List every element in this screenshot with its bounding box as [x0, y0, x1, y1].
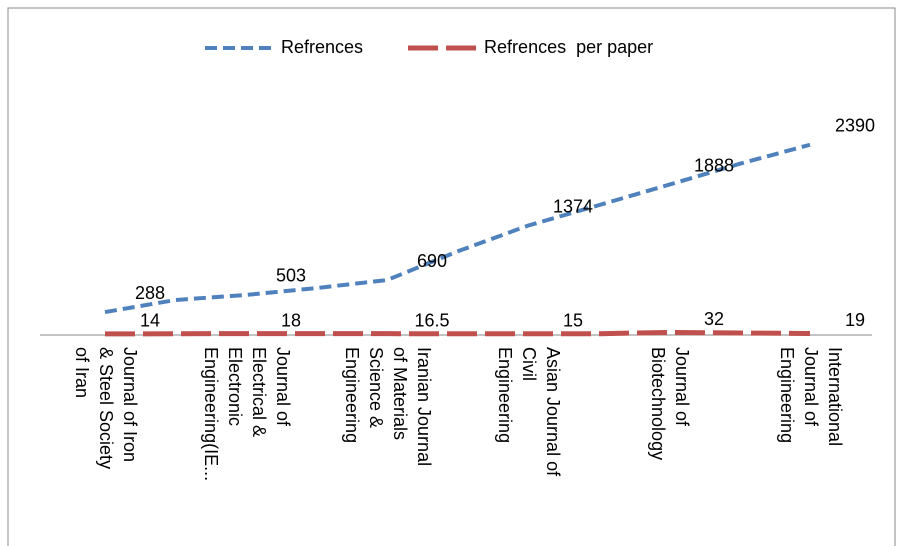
label-line: of Iran	[72, 347, 92, 398]
x-tick-label: Asian Journal of Civil Engineering	[495, 347, 563, 481]
x-tick-label: Journal of Biotechnology	[648, 347, 692, 460]
label-line: Iranian Journal	[414, 347, 434, 471]
label-line: Asian Journal of	[543, 347, 563, 481]
legend-label: Refrences per paper	[484, 37, 653, 57]
label-line: Journal of	[672, 347, 692, 431]
data-label: 32	[704, 309, 724, 329]
label-line: Engineering	[777, 347, 797, 443]
chart-frame	[7, 7, 896, 546]
label-line: Biotechnology	[648, 347, 668, 460]
data-label: 288	[135, 283, 165, 303]
data-label: 14	[140, 311, 160, 331]
legend-label: Refrences	[281, 37, 363, 57]
label-line: Journal of	[801, 347, 821, 431]
label-line: & Steel Society	[96, 347, 116, 474]
x-tick-label: Journal of Iron & Steel Society of Iran	[72, 347, 140, 474]
label-line: of Materials	[390, 347, 410, 445]
label-line: Engineering	[495, 347, 515, 443]
label-line: Electrical &	[249, 347, 269, 442]
data-label: 15	[563, 311, 583, 331]
label-line: Engineering(IE...	[201, 347, 221, 481]
label-line: Journal of	[273, 347, 293, 431]
label-line: International	[825, 347, 845, 451]
data-label: 503	[276, 266, 306, 286]
x-tick-label: International Journal of Engineering	[777, 347, 845, 451]
series-line	[104, 142, 811, 315]
data-label: 1374	[553, 196, 593, 216]
data-label: 690	[417, 251, 447, 271]
x-tick-label: Iranian Journal of Materials Science & E…	[342, 347, 434, 471]
data-label: 2390	[835, 116, 875, 136]
label-line: Journal of Iron	[120, 347, 140, 467]
label-line: Electronic	[225, 347, 245, 431]
data-label: 1888	[694, 155, 734, 175]
label-line: Engineering	[342, 347, 362, 443]
data-label: 16.5	[414, 310, 449, 330]
label-line: Civil	[519, 347, 539, 386]
data-label: 19	[845, 310, 865, 330]
data-label: 18	[281, 310, 301, 330]
series-line	[104, 329, 811, 337]
x-tick-label: Journal of Electrical & Electronic Engin…	[201, 347, 293, 481]
label-line: Science &	[366, 347, 386, 433]
